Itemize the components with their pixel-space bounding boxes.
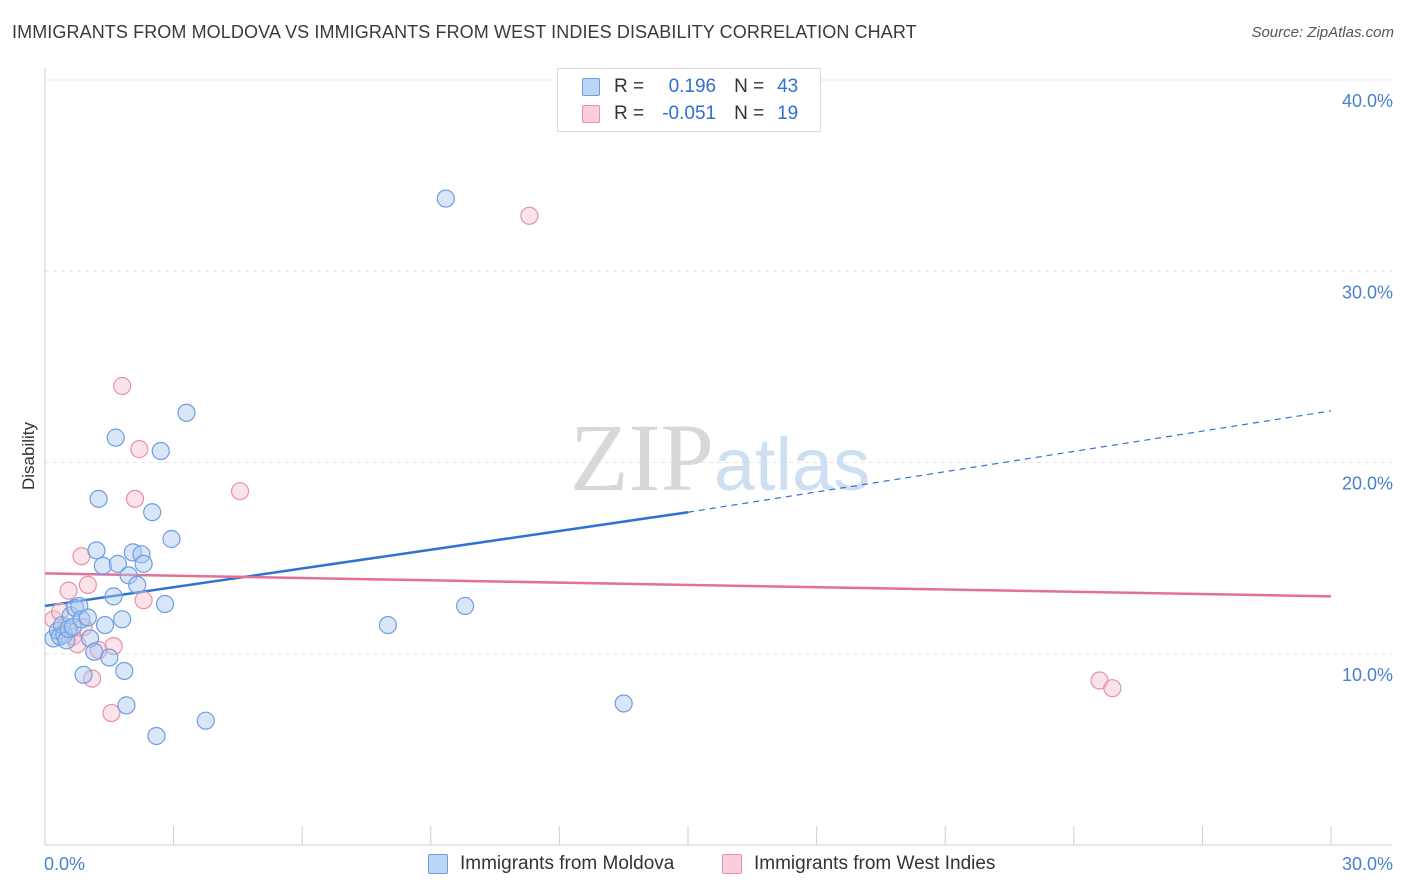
- point-west-indies: [1103, 679, 1122, 698]
- point-moldova: [95, 615, 115, 635]
- legend-swatch-west-indies: [582, 105, 600, 123]
- trend-line-west-indies: [44, 572, 1332, 598]
- point-moldova: [155, 594, 175, 614]
- tick-labels: 10.0% 20.0% 30.0% 40.0% 0.0% 30.0%: [44, 91, 1393, 874]
- y-tick-label: 10.0%: [1342, 665, 1393, 685]
- point-west-indies: [102, 703, 121, 723]
- point-moldova: [80, 629, 100, 648]
- point-west-indies: [134, 591, 153, 610]
- legend-swatch-moldova: [582, 78, 600, 96]
- point-moldova: [143, 503, 162, 522]
- point-moldova: [151, 441, 170, 461]
- legend-r-label: R =: [614, 103, 645, 124]
- point-west-indies: [83, 669, 102, 688]
- legend-r-value: -0.051: [662, 103, 717, 124]
- point-moldova: [455, 596, 475, 616]
- point-moldova: [117, 696, 136, 715]
- grid-lines: [45, 79, 1392, 655]
- series-legend-moldova: Immigrants from Moldova: [428, 850, 674, 878]
- point-moldova: [436, 189, 455, 208]
- series-name-west-indies: Immigrants from West Indies: [754, 853, 996, 874]
- trend-lines: [44, 410, 1332, 608]
- watermark-zip: ZIP: [570, 404, 714, 511]
- point-moldova: [147, 726, 166, 746]
- legend-n-value: 43: [777, 76, 799, 97]
- legend-n-label: N =: [734, 76, 765, 97]
- point-moldova: [134, 554, 153, 573]
- point-moldova: [87, 541, 106, 560]
- legend-n-label: N =: [734, 103, 765, 124]
- watermark-atlas: atlas: [714, 423, 870, 506]
- legend-r-value: 0.196: [668, 76, 717, 97]
- x-tick-label: 30.0%: [1342, 854, 1393, 874]
- point-west-indies: [78, 575, 97, 595]
- y-tick-label: 40.0%: [1342, 91, 1393, 111]
- point-west-indies: [104, 636, 123, 656]
- series-legend-west-indies: Immigrants from West Indies: [722, 850, 995, 878]
- legend-n-value: 19: [777, 103, 799, 124]
- point-moldova: [177, 403, 196, 422]
- x-tick-label: 0.0%: [44, 854, 85, 874]
- point-moldova: [89, 489, 108, 508]
- point-moldova: [106, 428, 125, 447]
- y-axis-label: Disability: [19, 421, 38, 490]
- axes: [44, 68, 1392, 846]
- point-moldova: [100, 648, 119, 667]
- point-moldova: [162, 529, 181, 549]
- stats-legend: R = 0.196 N = 43 R = -0.051 N = 19: [557, 68, 821, 132]
- point-west-indies: [125, 489, 145, 508]
- chart-title: IMMIGRANTS FROM MOLDOVA VS IMMIGRANTS FR…: [12, 22, 917, 42]
- point-west-indies: [113, 376, 132, 396]
- point-west-indies: [130, 440, 149, 459]
- point-moldova: [108, 554, 127, 573]
- point-moldova: [614, 694, 633, 713]
- y-tick-label: 30.0%: [1342, 282, 1393, 302]
- point-moldova: [128, 575, 147, 595]
- source-credit: Source: ZipAtlas.com: [1251, 24, 1394, 41]
- point-moldova: [78, 608, 97, 627]
- y-tick-label: 20.0%: [1342, 474, 1393, 494]
- point-west-indies: [230, 482, 250, 501]
- data-points: [44, 189, 1122, 746]
- series-name-moldova: Immigrants from Moldova: [460, 853, 675, 874]
- point-moldova: [196, 711, 215, 730]
- series-swatch-west-indies: [722, 854, 742, 874]
- point-west-indies: [50, 602, 70, 621]
- legend-row-west-indies: R = -0.051 N = 19: [582, 101, 798, 127]
- point-moldova: [93, 556, 112, 575]
- series-swatch-moldova: [428, 854, 448, 874]
- watermark: ZIPatlas: [570, 404, 870, 511]
- point-moldova: [113, 610, 132, 629]
- point-moldova: [115, 661, 134, 681]
- legend-row-moldova: R = 0.196 N = 43: [582, 74, 798, 100]
- point-moldova: [74, 665, 93, 684]
- trend-line-moldova-extension: [687, 410, 1332, 513]
- point-moldova: [72, 610, 91, 629]
- point-moldova: [378, 615, 398, 635]
- legend-r-label: R =: [614, 76, 645, 97]
- point-moldova: [104, 587, 123, 606]
- trend-line-moldova: [44, 510, 689, 608]
- point-west-indies: [59, 581, 78, 600]
- point-west-indies: [520, 206, 539, 225]
